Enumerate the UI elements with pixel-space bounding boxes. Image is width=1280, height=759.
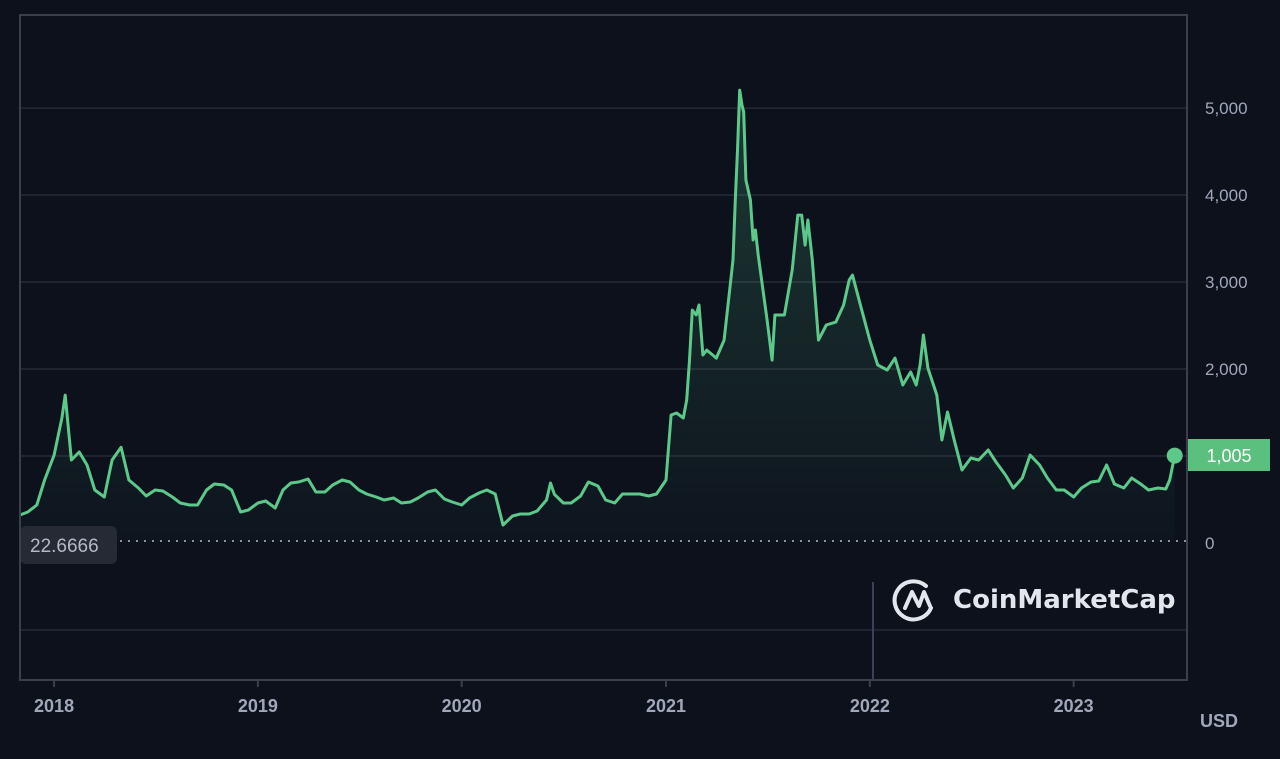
x-axis: 2018 2019 2020 2021 2022 2023 xyxy=(34,680,1094,716)
y-tick-label: 0 xyxy=(1205,534,1214,553)
y-tick-label: 3,000 xyxy=(1205,273,1248,292)
price-line xyxy=(19,88,1177,527)
x-tick-label: 2018 xyxy=(34,696,74,716)
coinmarketcap-logo-icon xyxy=(892,579,933,622)
x-tick-label: 2019 xyxy=(238,696,278,716)
x-tick-label: 2020 xyxy=(442,696,482,716)
baseline-value: 22.6666 xyxy=(30,536,99,557)
current-price-value: 1,005 xyxy=(1206,446,1251,466)
y-tick-label: 5,000 xyxy=(1205,99,1248,118)
y-tick-label: 2,000 xyxy=(1205,360,1248,379)
current-price-dot[interactable] xyxy=(1166,447,1183,464)
price-area-fill xyxy=(20,90,1175,542)
currency-label: USD xyxy=(1200,711,1238,731)
y-tick-label: 4,000 xyxy=(1205,186,1248,205)
x-tick-label: 2023 xyxy=(1054,696,1094,716)
x-tick-label: 2022 xyxy=(850,696,890,716)
y-axis: 5,000 4,000 3,000 2,000 0 xyxy=(1205,99,1248,553)
current-price-label: 1,005 xyxy=(1188,439,1270,471)
x-tick-label: 2021 xyxy=(646,696,686,716)
coinmarketcap-watermark: CoinMarketCap xyxy=(892,579,1176,622)
grid-lines xyxy=(20,107,1187,631)
watermark-text: CoinMarketCap xyxy=(953,585,1176,615)
plot-frame xyxy=(19,14,1188,681)
baseline-label: 22.6666 xyxy=(20,526,117,564)
